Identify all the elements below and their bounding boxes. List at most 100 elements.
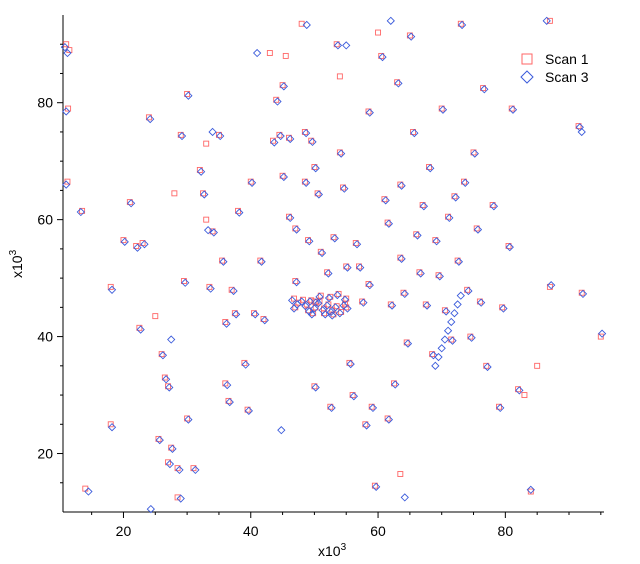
x-tick-label: 40 (243, 523, 259, 539)
scan-3-point (368, 403, 378, 413)
scan-1-point (171, 190, 178, 197)
scan-3-point (448, 336, 457, 345)
scan-3-point (470, 149, 479, 158)
scan-1-point (413, 231, 420, 238)
scan-3-point (461, 178, 470, 187)
scan-3-point (168, 444, 177, 453)
scan-1-point (301, 128, 308, 135)
scan-3-point (305, 297, 315, 306)
scan-3-point (410, 128, 419, 138)
scan-1-point (333, 41, 340, 48)
scan-1-point (391, 380, 397, 387)
scan-3-point (326, 307, 336, 317)
scan-1-point (317, 292, 324, 299)
scan-1-point (375, 29, 382, 36)
scan-3-point (314, 190, 323, 199)
scan-3-point (340, 295, 350, 304)
scan-1-point (174, 494, 181, 501)
scan-1-point (426, 164, 432, 170)
scan-1-point (219, 257, 226, 264)
scan-3-point (429, 351, 438, 360)
scan-1-point (461, 178, 467, 185)
scan-3-point (362, 421, 371, 430)
scan-3-point (456, 291, 465, 300)
scan-1-point (338, 309, 345, 315)
scan-3-point (252, 48, 262, 58)
scan-3-point (322, 301, 332, 310)
scan-3-point (126, 199, 136, 208)
scan-1-point (215, 131, 222, 138)
scan-3-point (286, 213, 295, 223)
scan-1-point (335, 290, 342, 297)
scan-1-point (489, 202, 496, 208)
scan-3-point (222, 319, 231, 328)
scan-1-point (515, 386, 522, 393)
scan-3-point (333, 41, 343, 50)
scan-3-point (330, 234, 339, 243)
scan-1-point (324, 269, 331, 276)
scan-1-point (343, 295, 350, 302)
scan-3-point (394, 79, 403, 88)
scan-3-point (337, 149, 346, 158)
scan-3-point (508, 105, 518, 114)
scan-3-point (451, 193, 460, 202)
scan-3-point (247, 178, 257, 187)
x-tick-label: 80 (498, 523, 514, 539)
scan-1-point (384, 415, 391, 422)
scan-3-point (63, 48, 72, 58)
scan-3-point (62, 180, 71, 189)
scan-3-point (333, 290, 342, 300)
scan-1-point (174, 465, 181, 472)
scan-3-point (454, 257, 464, 266)
scan-3-point (356, 263, 365, 272)
scan-3-point (191, 465, 200, 475)
scan-3-point (84, 487, 93, 496)
y-tick-label: 40 (37, 329, 53, 345)
scan-3-point (597, 329, 607, 338)
scan-3-point (547, 280, 556, 290)
scan-1-point (152, 313, 159, 320)
scan-1-point (292, 278, 299, 284)
scan-3-point (450, 309, 459, 318)
scan-1-point (397, 471, 404, 477)
scan-3-point (526, 485, 535, 494)
scan-3-point (260, 316, 269, 325)
scan-3-point (133, 243, 142, 252)
scan-1-point (155, 435, 162, 442)
scan-1-point (387, 301, 394, 308)
scan-3-point (200, 190, 209, 199)
scan-3-point (235, 208, 244, 217)
scan-3-point (146, 504, 155, 514)
legend-square-marker (521, 53, 533, 65)
scan-1-point (222, 380, 229, 387)
ticks: 20 40 60 80 20 40 60 80 (37, 43, 602, 539)
scan-1-point (330, 234, 337, 241)
scan-3-point (276, 131, 285, 141)
legend-diamond-marker (520, 70, 534, 84)
scan-3-point (165, 383, 174, 392)
scan-3-point (378, 52, 387, 62)
scan-1-point (279, 82, 286, 89)
scan-3-point (577, 127, 586, 137)
scan-3-point (177, 131, 187, 141)
scan-3-point (311, 383, 320, 392)
scan-3-point (416, 269, 425, 278)
scan-1-point (312, 304, 319, 311)
scan-1-point (336, 73, 343, 80)
scan-3-point (181, 278, 190, 287)
scan-3-point (400, 289, 409, 299)
scan-3-point (324, 269, 333, 278)
scan-1-point (231, 310, 238, 317)
scan-3-point (419, 202, 429, 211)
scan-3-point (206, 284, 215, 293)
scan-1-point (203, 140, 210, 147)
scan-3-point (542, 16, 551, 25)
scan-3-point (203, 226, 213, 235)
scan-3-point (447, 317, 456, 327)
scan-3-point (161, 375, 171, 384)
scan-3-point (292, 225, 301, 234)
scan-1-point (250, 310, 257, 317)
scan-1-point (499, 304, 506, 311)
scan-1-point (260, 316, 267, 322)
